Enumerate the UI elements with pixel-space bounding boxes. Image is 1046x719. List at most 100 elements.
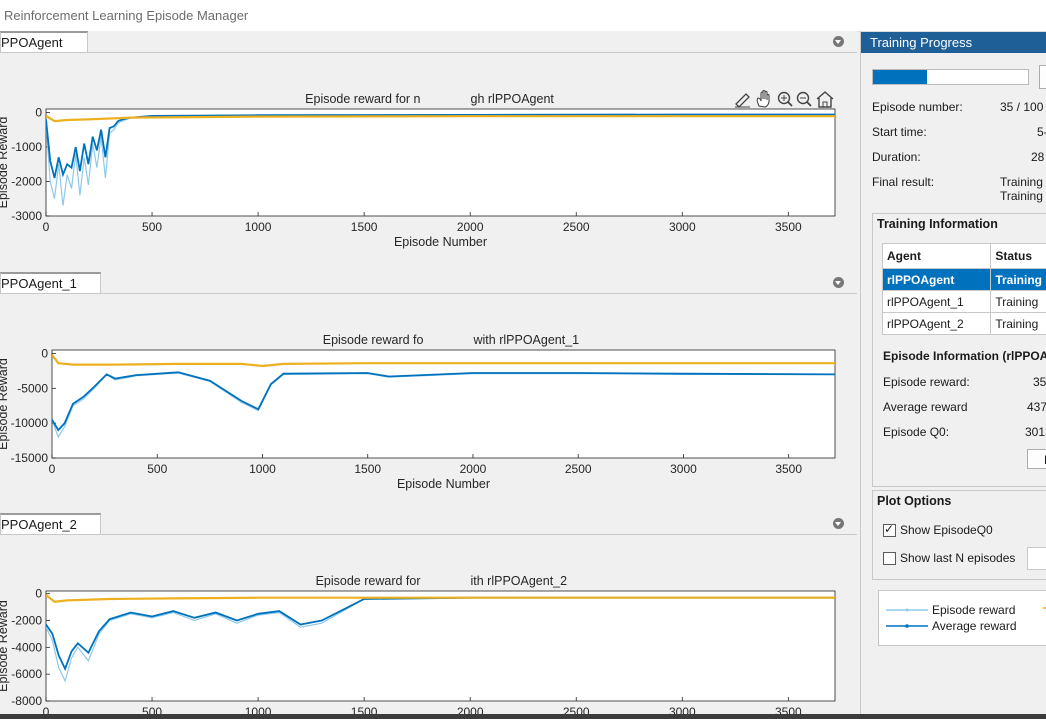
- start-time-value: 5-: [1037, 125, 1046, 139]
- agent-column-header: Agent: [881, 243, 992, 269]
- average-reward-label: Average reward: [883, 400, 968, 414]
- y-tick-label: -3000: [11, 209, 42, 223]
- pan-icon[interactable]: [756, 89, 770, 108]
- y-tick-label: -10000: [11, 416, 49, 430]
- stop-training-button[interactable]: [1039, 65, 1046, 89]
- x-axis-label: Episode Number: [394, 235, 487, 249]
- plot-axes: [51, 349, 836, 459]
- tab-row-2: PPOAgent_2: [0, 513, 857, 535]
- x-tick-label: 0: [43, 220, 50, 234]
- x-tick-label: 3500: [775, 462, 802, 476]
- x-tick-label: 2000: [457, 220, 484, 234]
- training-progress-header: Training Progress: [861, 32, 1046, 53]
- plot-options-title: Plot Options: [877, 494, 952, 508]
- training-progress-panel: Training Progress Episode number: 35 / 1…: [860, 32, 1046, 719]
- y-tick-label: -2000: [11, 174, 42, 188]
- final-result-line-2: Training: [1000, 189, 1043, 203]
- zoom-in-icon[interactable]: [777, 91, 793, 107]
- average-reward-value: 437: [1027, 400, 1046, 414]
- tab-agent-2[interactable]: PPOAgent_2: [0, 513, 101, 534]
- x-tick-label: 1500: [354, 462, 381, 476]
- final-result-label: Final result:: [872, 175, 935, 189]
- series-episode-reward: [46, 597, 835, 683]
- y-axis-label: Episode Reward: [0, 117, 10, 209]
- x-tick-label: 1000: [245, 220, 272, 234]
- chart-title-right: ith rlPPOAgent_2: [471, 574, 568, 588]
- agent-panel-0: PPOAgent Episode reward for n gh rlPPOAge…: [0, 31, 857, 271]
- series-average-reward: [46, 596, 835, 672]
- data-tips-icon[interactable]: [735, 93, 750, 108]
- x-tick-label: 2500: [563, 705, 590, 714]
- agent-name: rlPPOAgent_2: [881, 312, 992, 335]
- start-time-label: Start time:: [872, 125, 927, 139]
- last-n-input[interactable]: [1027, 547, 1046, 570]
- y-tick-label: -6000: [11, 667, 42, 681]
- agent-status: Training: [990, 312, 1046, 335]
- more-button[interactable]: M: [1027, 449, 1046, 469]
- x-tick-label: 2500: [565, 462, 592, 476]
- table-row[interactable]: rlPPOAgent_2 Training: [881, 312, 1046, 335]
- episode-information-title: Episode Information (rlPPOA: [883, 349, 1046, 363]
- x-tick-label: 1500: [351, 220, 378, 234]
- x-tick-label: 3000: [669, 705, 696, 714]
- y-tick-label: -5000: [17, 381, 48, 395]
- y-axis-label: Episode Reward: [0, 600, 10, 692]
- final-result-line-1: Training: [1000, 175, 1043, 189]
- status-column-header: Status: [990, 243, 1046, 269]
- y-tick-label: -8000: [11, 694, 42, 708]
- agent-name: rlPPOAgent: [881, 268, 992, 291]
- x-tick-label: 500: [147, 462, 167, 476]
- collapse-icon[interactable]: [833, 518, 844, 529]
- chart-title-left: Episode reward fo: [323, 333, 424, 347]
- plot-area-0: Episode reward for n gh rlPPOAgent 0 500 100…: [0, 53, 857, 271]
- chart-title-left: Episode reward for: [316, 574, 421, 588]
- training-progress-bar: [872, 69, 1029, 85]
- episode-q0-value: 3013: [1025, 425, 1046, 439]
- series-average-reward: [52, 371, 835, 432]
- legend-average-reward-label: Average reward: [932, 619, 1017, 633]
- chart-title-left: Episode reward for n: [305, 92, 420, 106]
- tab-agent-1[interactable]: PPOAgent_1: [0, 272, 101, 293]
- chart-0[interactable]: Episode reward for n gh rlPPOAgent 0 500 100…: [0, 53, 857, 271]
- progress-fill: [873, 70, 928, 84]
- chart-title-right: gh rlPPOAgent: [471, 92, 555, 106]
- y-tick-label: -15000: [11, 451, 49, 465]
- table-row[interactable]: rlPPOAgent_1 Training: [881, 290, 1046, 313]
- agent-panel-2: PPOAgent_2 Episode reward for ith rlPPOAg…: [0, 513, 857, 719]
- series-episode-q0: [46, 594, 835, 603]
- show-q0-label: Show EpisodeQ0: [900, 523, 993, 537]
- collapse-icon[interactable]: [833, 36, 844, 47]
- collapse-icon[interactable]: [833, 277, 844, 288]
- episode-reward-value: 35: [1033, 375, 1046, 389]
- plot-axes: [45, 590, 836, 702]
- table-row[interactable]: rlPPOAgent Training: [881, 268, 1046, 291]
- tab-agent-0[interactable]: PPOAgent: [0, 31, 88, 52]
- y-tick-label: -4000: [11, 640, 42, 654]
- agent-panel-1: PPOAgent_1 Episode reward fo with rlPPOAg…: [0, 272, 857, 512]
- show-last-n-checkbox[interactable]: [883, 552, 896, 565]
- legend-average-reward-marker: [886, 624, 928, 628]
- plot-axes: [45, 108, 836, 217]
- zoom-out-icon[interactable]: [796, 91, 812, 107]
- agent-status: Training: [990, 268, 1046, 291]
- tab-row-1: PPOAgent_1: [0, 272, 857, 294]
- y-axis-label: Episode Reward: [0, 358, 10, 450]
- x-tick-label: 1000: [245, 705, 272, 714]
- y-tick-label: -1000: [11, 140, 42, 154]
- plot-area-2: Episode reward for ith rlPPOAgent_2 0 500 10…: [0, 535, 857, 719]
- series-episode-q0: [52, 354, 835, 368]
- show-last-n-label: Show last N episodes: [900, 551, 1016, 565]
- x-tick-label: 1000: [249, 462, 276, 476]
- chart-1[interactable]: Episode reward fo with rlPPOAgent_1 0 500 10…: [0, 294, 857, 512]
- x-tick-label: 2500: [563, 220, 590, 234]
- tab-row-0: PPOAgent: [0, 31, 857, 53]
- y-tick-label: 0: [41, 346, 48, 360]
- x-tick-label: 3500: [775, 705, 802, 714]
- home-icon[interactable]: [816, 91, 834, 108]
- bottom-edge: [0, 714, 1046, 719]
- show-q0-checkbox[interactable]: [883, 522, 896, 537]
- x-tick-label: 3000: [669, 220, 696, 234]
- duration-value: 28: [1031, 150, 1045, 164]
- plot-toolbar: [734, 89, 834, 109]
- chart-2[interactable]: Episode reward for ith rlPPOAgent_2 0 500 10…: [0, 535, 857, 719]
